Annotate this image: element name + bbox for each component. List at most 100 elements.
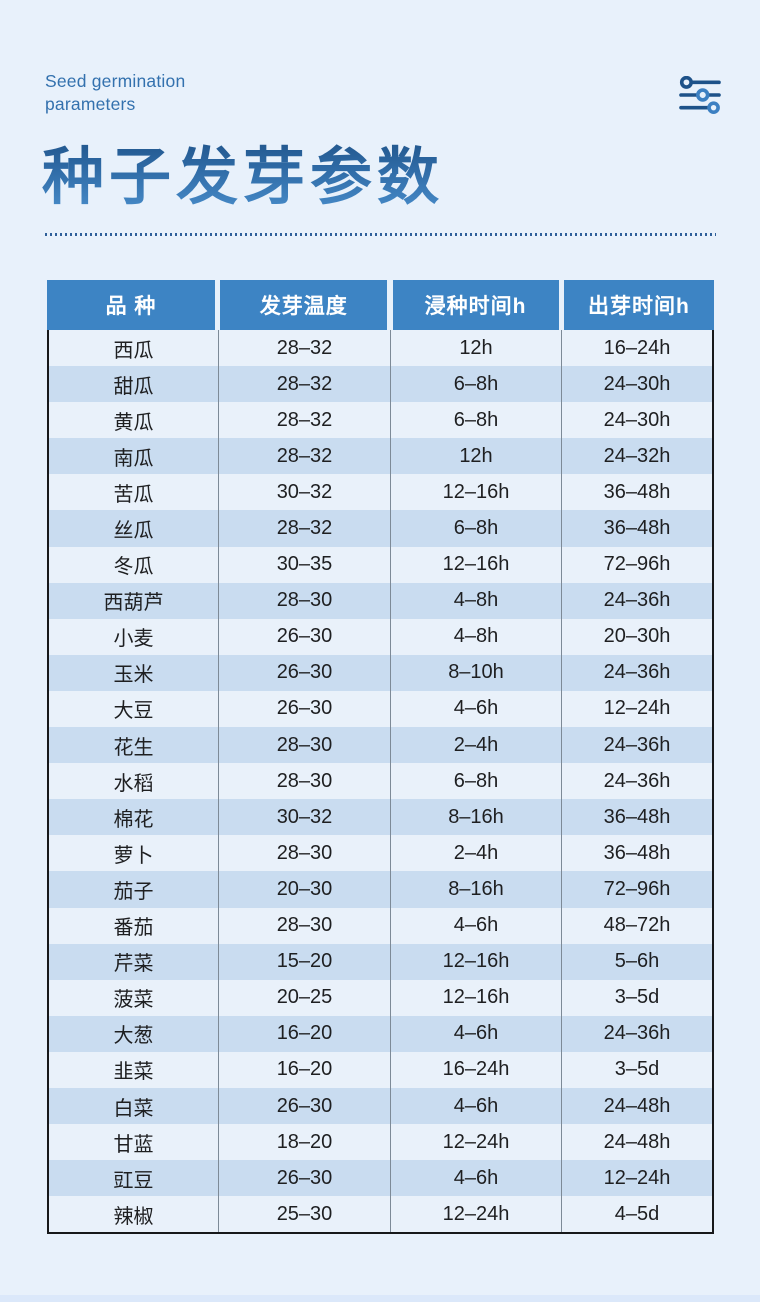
- temp-cell: 18–20: [219, 1124, 391, 1161]
- subtitle-en: Seed germination parameters: [45, 71, 186, 115]
- table-row: 大葱 16–20 4–6h 24–36h: [49, 1015, 712, 1052]
- sprout-time-cell: 12–24h: [603, 697, 671, 720]
- sprout-time-cell: 24–36h: [603, 1022, 671, 1045]
- soak-time-cell: 12–16h: [391, 474, 562, 511]
- soak-time-cell: 6–8h: [391, 366, 562, 403]
- table-row: 大豆 26–30 4–6h 12–24h: [49, 690, 712, 728]
- temp-cell: 28–30: [219, 727, 391, 764]
- table-row: 南瓜 28–32 12h 24–32h: [49, 438, 712, 475]
- temp-cell: 28–32: [219, 438, 391, 475]
- crop-name-cell: 番茄: [49, 907, 219, 944]
- soak-time-cell: 12h: [391, 438, 562, 475]
- table-row: 芹菜 15–20 12–16h 5–6h: [49, 943, 712, 980]
- crop-name-cell: 西瓜: [49, 330, 219, 367]
- table-row: 苦瓜 30–32 12–16h 36–48h: [49, 474, 712, 511]
- sprout-time-cell: 3–5d: [614, 1058, 660, 1081]
- soak-time-cell: 4–6h: [391, 1160, 562, 1197]
- table-row: 茄子 20–30 8–16h 72–96h: [49, 871, 712, 908]
- sprout-time-cell: 20–30h: [603, 625, 671, 648]
- bottom-strip: [0, 1295, 760, 1302]
- crop-name-cell: 大豆: [49, 690, 219, 728]
- table-row: 辣椒 25–30 12–24h 4–5d: [49, 1196, 712, 1233]
- soak-time-cell: 12–16h: [391, 943, 562, 980]
- table-row: 水稻 28–30 6–8h 24–36h: [49, 763, 712, 800]
- crop-name-cell: 冬瓜: [49, 546, 219, 583]
- soak-time-cell: 4–8h: [391, 582, 562, 619]
- soak-time-cell: 16–24h: [391, 1051, 562, 1088]
- sprout-time-cell: 48–72h: [603, 914, 671, 937]
- crop-name-cell: 丝瓜: [49, 510, 219, 547]
- crop-name-cell: 水稻: [49, 763, 219, 800]
- table-row: 番茄 28–30 4–6h 48–72h: [49, 907, 712, 944]
- page-title: 种子发芽参数: [42, 126, 444, 216]
- sprout-time-cell: 24–36h: [603, 589, 671, 612]
- sprout-time-cell: 24–36h: [603, 769, 671, 792]
- crop-name-cell: 玉米: [49, 654, 219, 691]
- germination-table: 品 种发芽温度 浸种时间h 出芽时间h 西瓜 28–32 12h 16–24h 甜瓜 28–3…: [47, 280, 714, 1235]
- temp-cell: 30–35: [219, 546, 391, 583]
- table-body: 西瓜 28–32 12h 16–24h 甜瓜 28–32 6–8h 24–30h 黄瓜 28–32…: [47, 330, 714, 1235]
- crop-name-cell: 白菜: [49, 1087, 219, 1125]
- column-header: 浸种时间h: [392, 280, 559, 330]
- temp-cell: 28–30: [219, 582, 391, 619]
- sprout-time-cell: 3–5d: [614, 986, 660, 1009]
- soak-time-cell: 4–6h: [391, 1015, 562, 1052]
- table-row: 冬瓜 30–35 12–16h 72–96h: [49, 546, 712, 583]
- soak-time-cell: 4–6h: [391, 907, 562, 944]
- temp-cell: 28–32: [219, 366, 391, 403]
- sprout-time-cell: 36–48h: [603, 480, 671, 503]
- sprout-time-cell: 72–96h: [603, 877, 671, 900]
- soak-time-cell: 4–6h: [391, 690, 562, 728]
- temp-cell: 30–32: [219, 799, 391, 836]
- temp-cell: 26–30: [219, 1087, 391, 1125]
- soak-time-cell: 2–4h: [391, 835, 562, 872]
- table-row: 甘蓝 18–20 12–24h 24–48h: [49, 1124, 712, 1161]
- soak-time-cell: 8–16h: [391, 799, 562, 836]
- crop-name-cell: 豇豆: [49, 1160, 219, 1197]
- table-row: 西葫芦 28–30 4–8h 24–36h: [49, 582, 712, 619]
- sprout-time-cell: 12–24h: [603, 1166, 671, 1189]
- sprout-time-cell: 24–30h: [603, 372, 671, 395]
- soak-time-cell: 12h: [391, 330, 562, 367]
- sprout-time-cell: 24–30h: [603, 408, 671, 431]
- table-row: 丝瓜 28–32 6–8h 36–48h: [49, 510, 712, 547]
- crop-name-cell: 芹菜: [49, 943, 219, 980]
- temp-cell: 25–30: [219, 1196, 391, 1233]
- sprout-time-cell: 4–5d: [614, 1202, 660, 1225]
- temp-cell: 20–25: [219, 979, 391, 1016]
- soak-time-cell: 8–10h: [391, 654, 562, 691]
- soak-time-cell: 12–16h: [391, 979, 562, 1016]
- table-header-row: 品 种发芽温度 浸种时间h 出芽时间h: [47, 280, 714, 330]
- table-row: 甜瓜 28–32 6–8h 24–30h: [49, 366, 712, 403]
- sprout-time-cell: 24–48h: [603, 1130, 671, 1153]
- soak-time-cell: 12–16h: [391, 546, 562, 583]
- soak-time-cell: 4–6h: [391, 1087, 562, 1125]
- temp-cell: 16–20: [219, 1015, 391, 1052]
- crop-name-cell: 黄瓜: [49, 402, 219, 439]
- crop-name-cell: 小麦: [49, 618, 219, 655]
- temp-cell: 16–20: [219, 1051, 391, 1088]
- sprout-time-cell: 24–36h: [603, 733, 671, 756]
- table-row: 花生 28–30 2–4h 24–36h: [49, 727, 712, 764]
- sprout-time-cell: 5–6h: [614, 950, 660, 973]
- table-row: 白菜 26–30 4–6h 24–48h: [49, 1087, 712, 1125]
- crop-name-cell: 南瓜: [49, 438, 219, 475]
- crop-name-cell: 苦瓜: [49, 474, 219, 511]
- soak-time-cell: 6–8h: [391, 510, 562, 547]
- table-row: 棉花 30–32 8–16h 36–48h: [49, 799, 712, 836]
- temp-cell: 26–30: [219, 654, 391, 691]
- column-header: 出芽时间h: [563, 280, 714, 330]
- temp-cell: 30–32: [219, 474, 391, 511]
- sprout-time-cell: 72–96h: [603, 553, 671, 576]
- soak-time-cell: 12–24h: [391, 1196, 562, 1233]
- table-row: 玉米 26–30 8–10h 24–36h: [49, 654, 712, 691]
- crop-name-cell: 西葫芦: [49, 582, 219, 619]
- temp-cell: 26–30: [219, 690, 391, 728]
- soak-time-cell: 12–24h: [391, 1124, 562, 1161]
- temp-cell: 28–32: [219, 402, 391, 439]
- table-row: 小麦 26–30 4–8h 20–30h: [49, 618, 712, 655]
- sprout-time-cell: 36–48h: [603, 517, 671, 540]
- temp-cell: 28–32: [219, 330, 391, 367]
- temp-cell: 20–30: [219, 871, 391, 908]
